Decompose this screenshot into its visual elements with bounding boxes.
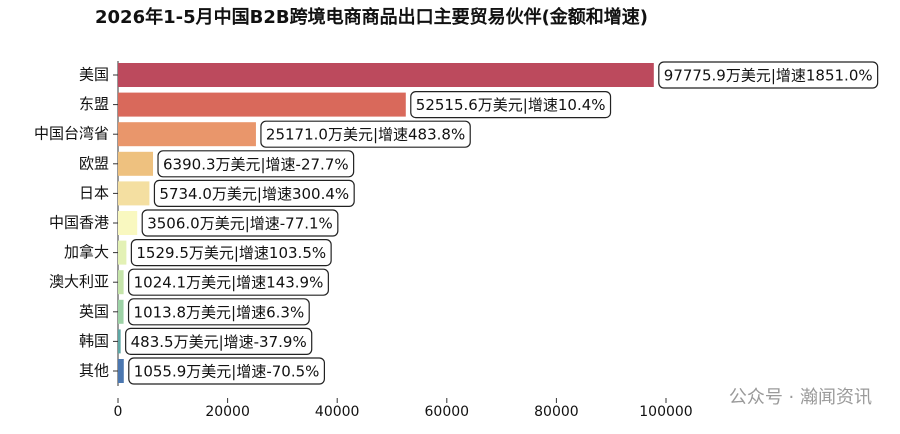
y-tick-label: 中国台湾省 — [34, 125, 109, 143]
x-tick-label: 0 — [114, 404, 123, 420]
y-tick-label: 东盟 — [79, 95, 109, 113]
bar — [118, 299, 124, 324]
value-label-box — [157, 150, 355, 178]
value-label-box — [260, 120, 471, 148]
bar — [118, 211, 138, 235]
bar — [118, 329, 121, 354]
bar — [118, 270, 124, 295]
watermark: 公众号 · 瀚闻资讯 — [729, 387, 872, 408]
bar — [118, 151, 154, 176]
value-label-box — [658, 61, 879, 89]
y-tick-label: 澳大利亚 — [49, 273, 109, 291]
bar — [118, 240, 127, 265]
value-label-box — [128, 357, 325, 385]
bar — [118, 63, 654, 87]
x-tick-label: 40000 — [315, 404, 360, 420]
value-label: 483.5万美元|增速-37.9% — [131, 333, 307, 351]
y-tick-label: 美国 — [79, 66, 109, 84]
chart-title: 2026年1-5月中国B2B跨境电商商品出口主要贸易伙伴(金额和增速) — [95, 6, 648, 28]
value-label: 1013.8万美元|增速6.3% — [134, 303, 305, 321]
value-label: 52515.6万美元|增速10.4% — [416, 96, 606, 114]
bar — [118, 181, 150, 206]
y-tick-label: 英国 — [79, 302, 109, 320]
x-tick-label: 60000 — [425, 404, 470, 420]
value-label: 1024.1万美元|增速143.9% — [134, 274, 324, 292]
value-label-box — [153, 179, 355, 207]
value-label-box — [141, 209, 339, 237]
value-label-box — [128, 268, 329, 296]
value-label-box — [125, 327, 313, 355]
value-label: 6390.3万美元|增速-27.7% — [163, 155, 349, 173]
value-label-box — [130, 239, 332, 267]
value-label: 1529.5万美元|增速103.5% — [136, 244, 326, 262]
value-label-box — [410, 90, 612, 119]
y-tick-label: 韩国 — [79, 332, 109, 350]
value-label: 25171.0万美元|增速483.8% — [266, 126, 465, 144]
value-label-box — [127, 298, 310, 326]
y-tick-label: 欧盟 — [79, 154, 109, 172]
bar — [118, 92, 406, 117]
value-label: 5734.0万美元|增速300.4% — [159, 185, 349, 203]
value-label: 1055.9万美元|增速-70.5% — [134, 363, 320, 381]
y-tick-label: 中国香港 — [49, 214, 109, 232]
x-tick-label: 20000 — [205, 404, 250, 420]
bar — [118, 359, 124, 383]
y-tick-label: 日本 — [79, 184, 109, 202]
value-label: 3506.0万美元|增速-77.1% — [147, 215, 333, 233]
value-label: 97775.9万美元|增速1851.0% — [664, 67, 873, 85]
x-tick-label: 100000 — [639, 404, 692, 420]
y-tick-label: 加拿大 — [64, 243, 109, 261]
x-tick-label: 80000 — [534, 404, 579, 420]
bar — [118, 122, 256, 147]
y-tick-label: 其他 — [79, 362, 109, 380]
